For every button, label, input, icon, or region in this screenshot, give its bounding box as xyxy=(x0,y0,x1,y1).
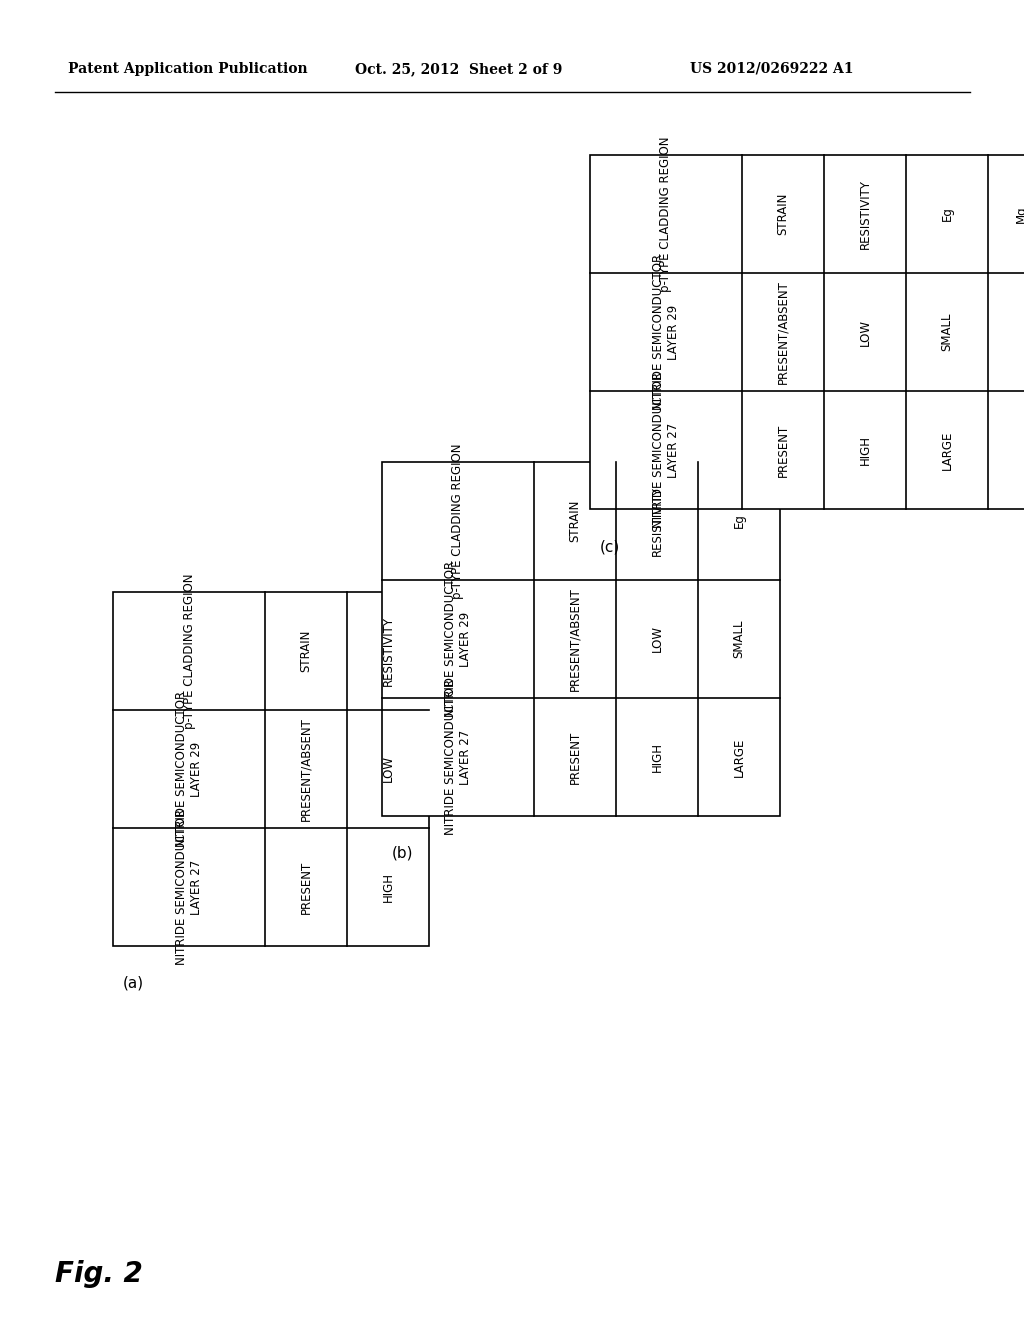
Text: NITRIDE SEMICONDUCTOR
LAYER 29: NITRIDE SEMICONDUCTOR LAYER 29 xyxy=(444,561,472,717)
Text: NITRIDE SEMICONDUCTOR
LAYER 27: NITRIDE SEMICONDUCTOR LAYER 27 xyxy=(175,809,203,965)
Text: STRAIN: STRAIN xyxy=(568,500,582,543)
Text: NITRIDE SEMICONDUCTOR
LAYER 29: NITRIDE SEMICONDUCTOR LAYER 29 xyxy=(175,690,203,847)
Text: RESISTIVITY: RESISTIVITY xyxy=(382,616,394,686)
Text: LOW: LOW xyxy=(1023,437,1024,463)
Text: Oct. 25, 2012  Sheet 2 of 9: Oct. 25, 2012 Sheet 2 of 9 xyxy=(355,62,562,77)
Text: Fig. 2: Fig. 2 xyxy=(55,1261,142,1288)
Text: NITRIDE SEMICONDUCTOR
LAYER 27: NITRIDE SEMICONDUCTOR LAYER 27 xyxy=(652,372,680,528)
Text: HIGH: HIGH xyxy=(858,436,871,465)
Text: HIGH: HIGH xyxy=(650,742,664,772)
Text: LARGE: LARGE xyxy=(732,738,745,776)
Text: Mg
CONCENTRATION: Mg CONCENTRATION xyxy=(1015,164,1024,264)
Text: LOW: LOW xyxy=(650,626,664,652)
Text: PRESENT: PRESENT xyxy=(299,861,312,913)
Text: PRESENT/ABSENT: PRESENT/ABSENT xyxy=(299,717,312,821)
Text: RESISTIVITY: RESISTIVITY xyxy=(858,180,871,249)
Text: US 2012/0269222 A1: US 2012/0269222 A1 xyxy=(690,62,853,77)
Text: HIGH: HIGH xyxy=(1023,317,1024,347)
Text: Eg: Eg xyxy=(940,206,953,222)
Bar xyxy=(382,462,780,816)
Text: Eg: Eg xyxy=(732,513,745,528)
Text: (c): (c) xyxy=(600,539,621,554)
Bar xyxy=(113,591,429,946)
Text: PRESENT/ABSENT: PRESENT/ABSENT xyxy=(568,587,582,690)
Text: p-TYPE CLADDING REGION: p-TYPE CLADDING REGION xyxy=(452,444,465,599)
Text: NITRIDE SEMICONDUCTOR
LAYER 27: NITRIDE SEMICONDUCTOR LAYER 27 xyxy=(444,678,472,836)
Text: PRESENT: PRESENT xyxy=(568,730,582,784)
Text: SMALL: SMALL xyxy=(732,620,745,659)
Text: STRAIN: STRAIN xyxy=(299,630,312,672)
Text: p-TYPE CLADDING REGION: p-TYPE CLADDING REGION xyxy=(659,136,673,292)
Text: LOW: LOW xyxy=(382,755,394,783)
Text: RESISTIVITY: RESISTIVITY xyxy=(650,486,664,556)
Text: PRESENT/ABSENT: PRESENT/ABSENT xyxy=(776,280,790,384)
Text: (b): (b) xyxy=(392,846,414,861)
Text: STRAIN: STRAIN xyxy=(776,193,790,235)
Text: NITRIDE SEMICONDUCTOR
LAYER 29: NITRIDE SEMICONDUCTOR LAYER 29 xyxy=(652,253,680,411)
Text: LOW: LOW xyxy=(858,318,871,346)
Text: p-TYPE CLADDING REGION: p-TYPE CLADDING REGION xyxy=(182,573,196,729)
Text: (a): (a) xyxy=(123,975,144,991)
Text: HIGH: HIGH xyxy=(382,873,394,902)
Text: Patent Application Publication: Patent Application Publication xyxy=(68,62,307,77)
Text: PRESENT: PRESENT xyxy=(776,424,790,477)
Text: LARGE: LARGE xyxy=(940,430,953,470)
Bar xyxy=(590,154,1024,510)
Text: SMALL: SMALL xyxy=(940,313,953,351)
